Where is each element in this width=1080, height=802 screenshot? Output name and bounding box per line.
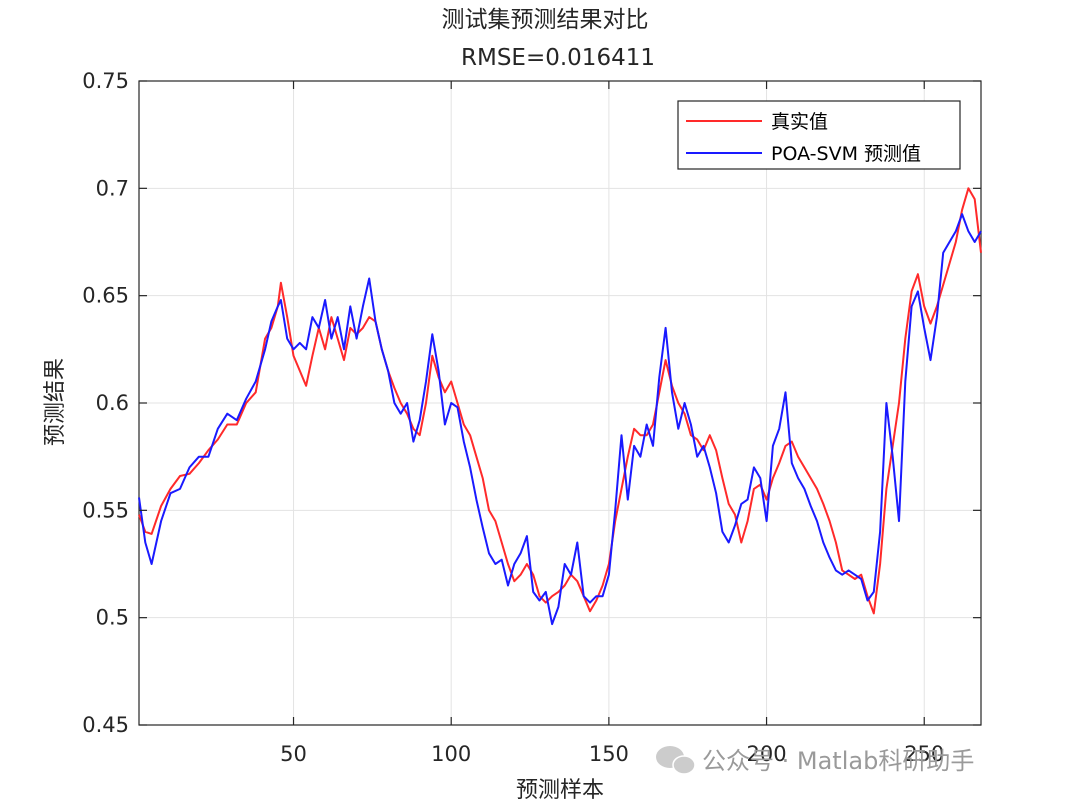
y-tick-label: 0.55 — [82, 498, 129, 522]
wechat-icon — [656, 746, 696, 775]
watermark: 公众号 · Matlab科研助手 — [656, 746, 974, 775]
y-tick-label: 0.75 — [82, 69, 129, 93]
x-axis-label: 预测样本 — [516, 778, 604, 802]
x-tick-label: 250 — [904, 742, 944, 766]
y-tick-label: 0.65 — [82, 284, 129, 308]
chart-title: 测试集预测结果对比 — [442, 7, 649, 33]
legend: 真实值 POA-SVM 预测值 — [677, 100, 961, 170]
legend-label-predicted: POA-SVM 预测值 — [771, 143, 921, 165]
y-tick-label: 0.6 — [96, 391, 129, 415]
axis-ticks: 0.45 0.5 0.55 0.6 0.65 0.7 0.75 50 100 150 200 250 — [82, 69, 981, 766]
x-tick-label: 200 — [747, 742, 787, 766]
y-tick-label: 0.45 — [82, 713, 129, 737]
y-tick-label: 0.5 — [96, 606, 129, 630]
x-tick-label: 150 — [589, 742, 629, 766]
x-tick-label: 100 — [431, 742, 471, 766]
y-axis-label: 预测结果 — [43, 358, 68, 446]
y-tick-label: 0.7 — [96, 176, 129, 200]
legend-box — [677, 100, 961, 170]
x-tick-label: 50 — [280, 742, 307, 766]
series-line-predicted — [138, 213, 982, 626]
series-line-actual — [138, 187, 982, 615]
grid-lines — [139, 80, 981, 726]
series-lines — [138, 187, 982, 626]
chart-subtitle: RMSE=0.016411 — [461, 45, 655, 71]
legend-label-actual: 真实值 — [771, 111, 828, 133]
watermark-text: 公众号 · Matlab科研助手 — [702, 747, 974, 775]
